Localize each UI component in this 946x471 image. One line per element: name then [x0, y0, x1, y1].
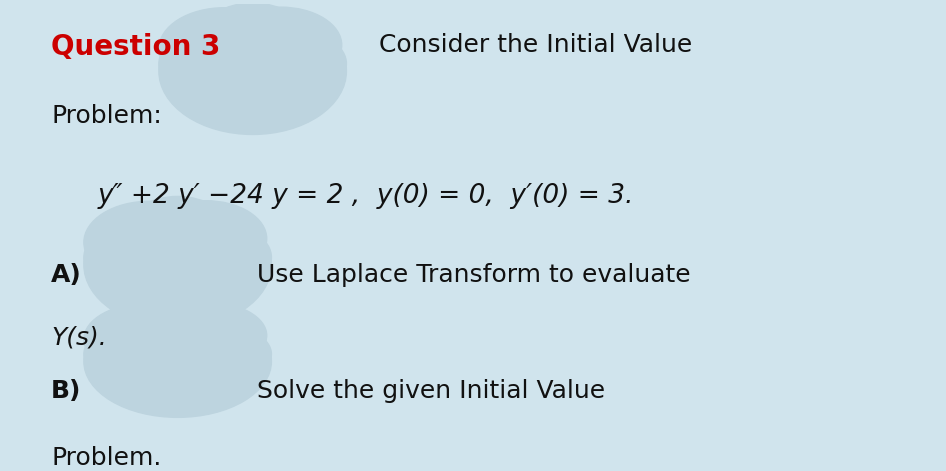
Ellipse shape: [145, 302, 267, 369]
Ellipse shape: [84, 202, 272, 328]
Text: Solve the given Initial Value: Solve the given Initial Value: [257, 379, 605, 403]
Ellipse shape: [178, 326, 272, 382]
Text: Consider the Initial Value: Consider the Initial Value: [379, 33, 692, 57]
Ellipse shape: [84, 326, 178, 382]
Ellipse shape: [178, 58, 290, 122]
Text: y″ +2 y′ −24 y = 2 ,  y(0) = 0,  y′(0) = 3.: y″ +2 y′ −24 y = 2 , y(0) = 0, y′(0) = 3…: [98, 183, 635, 210]
Ellipse shape: [102, 352, 215, 408]
Text: B): B): [51, 379, 81, 403]
Ellipse shape: [159, 8, 290, 90]
Ellipse shape: [159, 8, 346, 134]
Ellipse shape: [84, 306, 272, 417]
Ellipse shape: [215, 58, 327, 122]
Ellipse shape: [102, 252, 215, 315]
Ellipse shape: [84, 226, 178, 289]
Ellipse shape: [126, 297, 229, 359]
Text: Problem:: Problem:: [51, 104, 162, 128]
Ellipse shape: [140, 252, 253, 315]
Text: A): A): [51, 263, 81, 287]
Ellipse shape: [253, 32, 346, 95]
Ellipse shape: [178, 226, 272, 289]
Text: Use Laplace Transform to evaluate: Use Laplace Transform to evaluate: [257, 263, 691, 287]
Ellipse shape: [201, 3, 305, 73]
Ellipse shape: [84, 303, 215, 375]
Ellipse shape: [145, 201, 267, 276]
Ellipse shape: [140, 352, 253, 408]
Text: Y(s).: Y(s).: [51, 325, 107, 349]
Text: Question 3: Question 3: [51, 33, 220, 61]
Ellipse shape: [84, 201, 215, 284]
Text: Problem.: Problem.: [51, 446, 162, 470]
Ellipse shape: [159, 32, 253, 95]
Ellipse shape: [219, 7, 342, 83]
Ellipse shape: [126, 196, 229, 266]
